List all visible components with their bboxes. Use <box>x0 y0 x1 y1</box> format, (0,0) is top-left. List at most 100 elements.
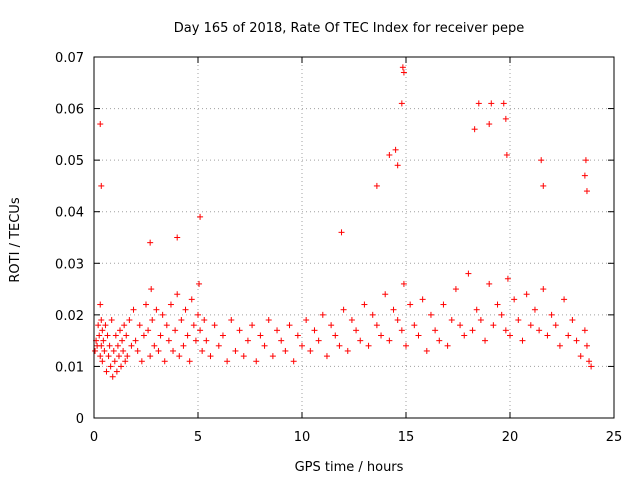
data-point <box>101 347 108 354</box>
data-point <box>373 182 380 189</box>
data-point <box>586 358 593 365</box>
data-point <box>176 353 183 360</box>
data-point <box>92 347 99 354</box>
x-tick-label: 20 <box>502 430 519 445</box>
data-point <box>180 342 187 349</box>
data-point <box>113 368 120 375</box>
data-point <box>159 311 166 318</box>
data-point <box>403 342 409 349</box>
data-point <box>536 327 543 334</box>
grid-lines <box>94 57 614 418</box>
data-point <box>151 342 158 349</box>
data-point <box>121 322 128 329</box>
data-point <box>201 317 208 324</box>
y-tick-label: 0.02 <box>55 309 84 324</box>
data-point <box>95 322 102 329</box>
data-point <box>382 291 389 298</box>
data-point <box>132 337 139 344</box>
data-point <box>465 270 472 277</box>
data-point <box>286 322 293 329</box>
data-point <box>240 353 247 360</box>
data-point <box>469 327 476 334</box>
data-point <box>340 306 347 313</box>
data-points <box>92 64 595 380</box>
data-point <box>338 229 345 236</box>
data-point <box>161 358 168 365</box>
data-point <box>249 322 256 329</box>
data-point <box>581 327 588 334</box>
data-point <box>348 317 355 324</box>
data-point <box>155 347 162 354</box>
y-tick-label: 0.01 <box>55 360 84 375</box>
data-point <box>261 342 268 349</box>
data-point <box>199 347 206 354</box>
data-point <box>328 322 335 329</box>
data-point <box>332 332 339 339</box>
data-point <box>182 306 189 313</box>
data-point <box>531 306 538 313</box>
data-point <box>282 347 289 354</box>
data-point <box>386 337 393 344</box>
data-point <box>486 121 493 128</box>
data-point <box>119 337 126 344</box>
data-point <box>503 151 510 158</box>
data-point <box>504 275 511 282</box>
data-point <box>577 353 584 360</box>
data-point <box>211 322 218 329</box>
data-point <box>265 317 272 324</box>
data-point <box>440 301 447 308</box>
data-point <box>427 311 434 318</box>
data-point <box>114 342 121 349</box>
data-point <box>373 322 380 329</box>
data-point <box>500 100 507 107</box>
data-point <box>232 347 239 354</box>
data-point <box>473 306 480 313</box>
data-point <box>120 347 127 354</box>
data-point <box>394 317 401 324</box>
data-point <box>244 337 251 344</box>
data-point <box>502 115 509 122</box>
x-tick-label: 5 <box>194 430 202 445</box>
data-point <box>407 301 414 308</box>
data-point <box>475 100 482 107</box>
data-point <box>196 280 203 287</box>
data-point <box>253 358 260 365</box>
data-point <box>97 121 104 128</box>
data-point <box>174 234 181 241</box>
data-point <box>109 373 116 380</box>
data-point <box>184 332 191 339</box>
data-point <box>561 296 568 303</box>
data-point <box>432 327 439 334</box>
data-point <box>228 317 235 324</box>
data-point <box>323 353 330 360</box>
data-point <box>399 64 406 71</box>
data-point <box>357 337 364 344</box>
data-point <box>511 296 518 303</box>
data-point <box>123 332 130 339</box>
data-point <box>490 322 497 329</box>
data-point <box>195 311 201 318</box>
data-point <box>128 342 135 349</box>
data-point <box>565 332 572 339</box>
x-axis-label: GPS time / hours <box>295 460 404 475</box>
data-point <box>588 363 595 370</box>
data-point <box>386 151 393 158</box>
data-point <box>188 296 195 303</box>
data-point <box>165 337 172 344</box>
data-point <box>319 311 326 318</box>
data-point <box>486 280 493 287</box>
data-point <box>236 327 243 334</box>
data-point <box>400 280 407 287</box>
data-point <box>344 347 351 354</box>
data-point <box>110 347 117 354</box>
data-point <box>143 301 149 308</box>
data-point <box>444 342 451 349</box>
y-tick-label: 0.04 <box>55 206 84 221</box>
y-tick-label: 0 <box>76 412 84 427</box>
data-point <box>172 327 179 334</box>
data-point <box>457 322 464 329</box>
data-point <box>448 317 455 324</box>
data-point <box>130 306 137 313</box>
data-point <box>378 332 385 339</box>
